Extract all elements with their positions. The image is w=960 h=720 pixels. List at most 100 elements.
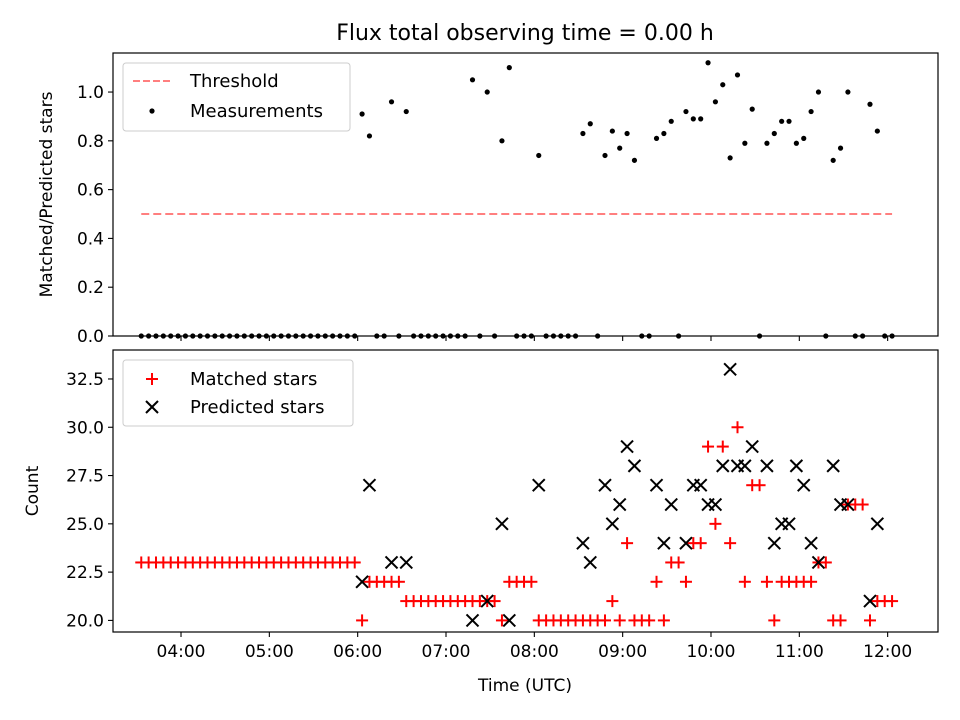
measurement-point: [808, 108, 814, 115]
top-y-tick-label: 0.0: [77, 327, 104, 347]
matched-star-point: [606, 595, 619, 608]
measurement-point: [234, 333, 240, 339]
measurement-point: [771, 130, 777, 137]
predicted-star-point: [495, 517, 509, 531]
matched-star-point: [495, 614, 508, 627]
measurement-point: [639, 333, 645, 339]
measurement-point: [882, 333, 888, 339]
matched-star-point: [348, 556, 361, 569]
predicted-star-point: [664, 497, 678, 512]
measurement-point: [550, 333, 557, 339]
measurement-point: [366, 133, 373, 139]
measurement-point: [352, 333, 358, 339]
measurement-point: [455, 333, 461, 339]
top-y-tick-label: 1.0: [77, 83, 104, 103]
measurement-point: [219, 333, 225, 339]
matched-star-point: [679, 575, 692, 588]
top-y-tick-label: 0.6: [77, 181, 104, 201]
matched-star-point: [643, 614, 656, 627]
measurement-point: [889, 333, 895, 339]
matched-star-point: [819, 556, 832, 569]
measurement-point: [653, 135, 660, 141]
measurement-point: [874, 128, 880, 134]
measurement-point: [190, 333, 196, 339]
x-tick-label: 10:00: [686, 642, 735, 662]
predicted-star-point: [576, 536, 590, 550]
measurement-point: [263, 333, 269, 339]
measurement-point: [624, 130, 630, 137]
measurement-point: [484, 89, 490, 95]
measurement-point: [374, 333, 380, 339]
predicted-star-point: [399, 555, 413, 570]
predicted-star-point: [863, 594, 877, 608]
matched-star-point: [488, 595, 501, 608]
measurement-point: [138, 333, 144, 339]
bottom-y-tick-label: 30.0: [66, 418, 104, 438]
measurement-point: [609, 128, 615, 134]
matched-star-point: [731, 421, 744, 434]
measurement-point: [241, 333, 247, 339]
measurement-point: [146, 333, 152, 339]
measurement-point: [852, 333, 858, 339]
measurement-point: [499, 138, 505, 144]
predicted-star-point: [804, 536, 818, 550]
predicted-star-point: [723, 362, 737, 377]
measurement-point: [396, 333, 402, 339]
predicted-legend-label: Predicted stars: [190, 397, 324, 418]
measurement-point: [823, 333, 829, 339]
matched-star-point: [716, 440, 729, 453]
predicted-star-point: [760, 459, 774, 473]
measurement-point: [322, 333, 328, 339]
measurement-point: [381, 333, 387, 339]
predicted-star-point: [502, 613, 517, 628]
measurement-point: [867, 101, 873, 107]
predicted-star-point: [870, 517, 885, 531]
measurement-point: [506, 65, 512, 71]
measurement-point: [602, 152, 608, 159]
bottom-y-tick-label: 22.5: [66, 563, 104, 583]
predicted-star-point: [789, 459, 804, 473]
bottom-y-ticks: 20.0 22.5 25.0 27.5 30.0 32.5: [66, 370, 113, 631]
measurement-point: [285, 333, 292, 339]
measurement-point: [712, 99, 719, 105]
top-y-ticks: 0.0 0.2 0.4 0.6 0.8 1.0: [77, 83, 113, 347]
predicted-star-point: [649, 478, 664, 492]
measurement-point: [447, 333, 454, 339]
matched-star-point: [356, 614, 369, 627]
x-tick-label: 11:00: [775, 642, 824, 662]
matched-star-point: [709, 517, 722, 530]
measurement-point: [249, 333, 255, 339]
predicted-star-point: [797, 478, 811, 492]
bottom-x-ticks: 04:00 05:00 06:00 07:00 08:00 09:00 10:00 11:00…: [157, 632, 912, 662]
predicted-star-point: [480, 594, 494, 608]
measurement-point: [786, 118, 792, 124]
top-y-tick-label: 0.8: [77, 132, 104, 152]
matched-star-point: [856, 498, 869, 511]
measurement-point: [344, 333, 350, 339]
measurement-point: [271, 333, 277, 339]
measurement-point: [756, 333, 763, 339]
matched-star-point: [650, 575, 663, 588]
measurement-point: [580, 130, 586, 137]
chart-title: Flux total observing time = 0.00 h: [336, 21, 714, 46]
matched-star-point: [657, 614, 670, 627]
predicted-star-point: [355, 575, 369, 589]
measurement-point: [256, 333, 262, 339]
measurement-point: [433, 333, 439, 339]
measurement-point: [521, 333, 527, 339]
predicted-star-point: [693, 478, 708, 492]
bottom-y-tick-label: 25.0: [66, 515, 104, 535]
measurement-point: [749, 106, 755, 112]
measurement-point: [330, 333, 336, 339]
matched-star-point: [613, 614, 626, 627]
top-panel: 0.0 0.2 0.4 0.6 0.8 1.0 Matched/Predicted sta…: [37, 52, 939, 347]
matched-star-point: [805, 575, 818, 588]
measurement-point: [469, 77, 476, 83]
measurement-point: [830, 157, 836, 163]
matched-star-point: [598, 614, 611, 627]
predicted-star-point: [620, 439, 634, 454]
measurement-point: [779, 118, 785, 124]
matched-legend-label: Matched stars: [190, 369, 317, 390]
measurement-point: [631, 157, 638, 163]
matched-star-point: [621, 537, 634, 550]
